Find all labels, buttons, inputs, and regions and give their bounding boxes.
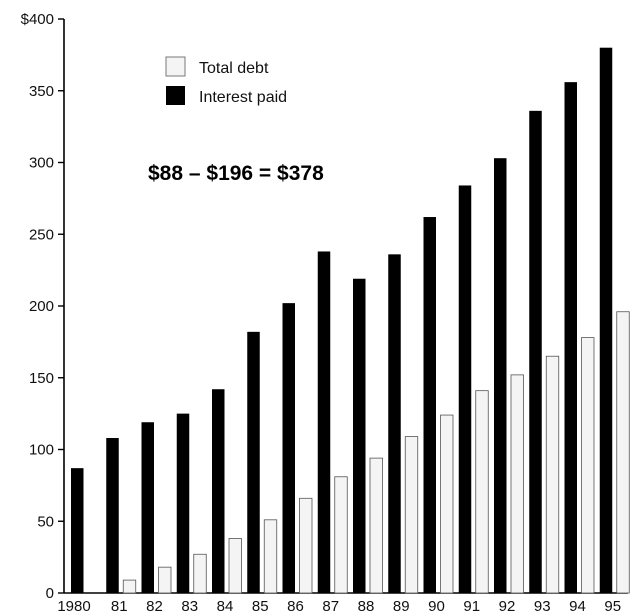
- x-tick-label: 1980: [57, 598, 90, 615]
- x-tick-label: 81: [111, 598, 128, 615]
- y-tick-label: 350: [29, 83, 54, 100]
- y-tick-label: 250: [29, 226, 54, 243]
- bar-interest-paid: [494, 158, 507, 593]
- y-tick-label: 100: [29, 442, 54, 459]
- bar-interest-paid: [423, 217, 436, 593]
- x-tick-label: 94: [569, 598, 586, 615]
- bar-interest-paid: [247, 331, 260, 593]
- bar-interest-paid: [599, 47, 613, 593]
- bar-interest-paid: [388, 254, 401, 593]
- bar-total-debt: [510, 374, 524, 594]
- y-tick-label: 150: [29, 370, 54, 387]
- bar-interest-paid: [141, 422, 154, 593]
- y-tick-label: 50: [37, 513, 54, 530]
- bar-interest-paid: [529, 110, 542, 593]
- y-tick-label: 200: [29, 298, 54, 315]
- legend-label-interest-paid: Interest paid: [199, 89, 287, 106]
- bar-interest-paid: [353, 278, 366, 593]
- y-tick-label: 0: [46, 585, 54, 602]
- bar-total-debt: [122, 579, 137, 594]
- bar-total-debt: [404, 436, 419, 594]
- x-tick-label: 85: [252, 598, 269, 615]
- x-tick-label: 95: [604, 598, 621, 615]
- bar-series: [71, 47, 630, 594]
- x-tick-label: 90: [428, 598, 445, 615]
- bar-total-debt: [545, 355, 560, 594]
- bar-interest-paid: [212, 389, 225, 593]
- bar-interest-paid: [176, 413, 190, 593]
- y-axis-ticks: $400 350 300 250 200 150 100 50 0: [21, 11, 64, 602]
- bar-total-debt: [581, 337, 595, 594]
- legend-swatch-total-debt: [165, 56, 186, 77]
- bar-interest-paid: [317, 251, 331, 593]
- bar-interest-paid: [282, 303, 295, 593]
- bar-total-debt: [228, 538, 242, 594]
- bar-total-debt: [263, 519, 278, 594]
- bar-total-debt: [440, 414, 454, 594]
- bar-interest-paid: [564, 82, 577, 593]
- bar-interest-paid: [458, 185, 472, 593]
- x-tick-label: 86: [287, 598, 304, 615]
- x-tick-label: 89: [393, 598, 410, 615]
- legend: Total debt Interest paid: [165, 56, 287, 106]
- bar-total-debt: [369, 457, 383, 594]
- legend-label-total-debt: Total debt: [199, 60, 269, 77]
- bar-total-debt: [616, 311, 630, 594]
- x-tick-label: 92: [499, 598, 516, 615]
- y-tick-label: $400: [21, 11, 54, 28]
- x-tick-label: 83: [181, 598, 198, 615]
- x-tick-label: 93: [534, 598, 551, 615]
- bar-interest-paid: [106, 438, 119, 593]
- x-tick-label: 88: [358, 598, 375, 615]
- bar-total-debt: [475, 390, 489, 594]
- y-tick-label: 300: [29, 155, 54, 172]
- x-tick-label: 84: [217, 598, 234, 615]
- bar-total-debt: [299, 497, 313, 594]
- bar-interest-paid: [71, 468, 84, 593]
- x-tick-label: 91: [463, 598, 480, 615]
- x-axis-ticks: 1980 81 82 83 84 85 86 87 88 89 90 91 92 93 94 95: [57, 598, 621, 615]
- bar-total-debt: [158, 566, 172, 594]
- legend-swatch-interest-paid: [166, 86, 185, 105]
- x-tick-label: 87: [322, 598, 339, 615]
- bar-total-debt: [193, 553, 207, 594]
- chart-annotation: $88 – $196 = $378: [148, 162, 324, 185]
- bar-total-debt: [334, 476, 348, 594]
- x-tick-label: 82: [146, 598, 163, 615]
